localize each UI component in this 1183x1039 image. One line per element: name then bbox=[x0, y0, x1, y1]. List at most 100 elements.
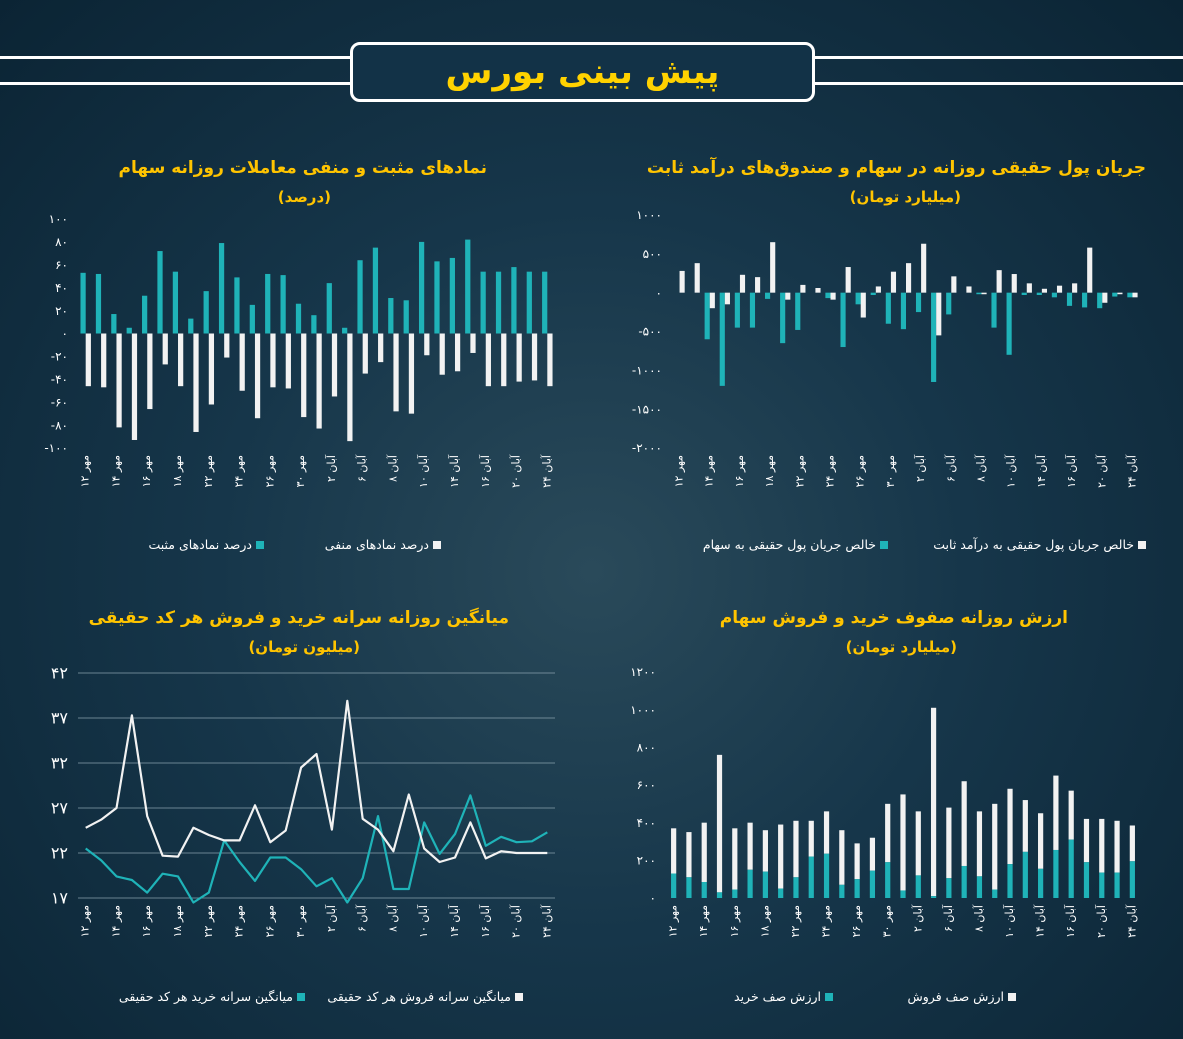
x-tick-label: ۲ آبان bbox=[913, 454, 927, 482]
y-tick-label: -۴۰ bbox=[51, 373, 68, 387]
bar-series-1 bbox=[388, 298, 394, 334]
chart-money-flow: ۱۰۰۰ ۵۰۰ ۰ -۵۰۰ -۱۰۰۰ -۱۵۰۰ -۲۰۰۰ ۱۲ مهر ۱۴ مهر ۱… bbox=[632, 208, 1139, 488]
x-tick-label: ۸ آبان bbox=[385, 904, 399, 932]
x-tick-label: ۲۰ آبان bbox=[1094, 454, 1108, 488]
bar-series-1 bbox=[142, 295, 148, 334]
x-tick-label: ۳۰ مهر bbox=[881, 905, 894, 937]
bar-buy bbox=[885, 862, 891, 898]
bar-series-2 bbox=[485, 333, 491, 387]
legend-item-per-capita-buy: میانگین سرانه خرید هر کد حقیقی bbox=[119, 989, 305, 1004]
bar-series-2 bbox=[921, 243, 927, 293]
bar-buy bbox=[762, 871, 768, 898]
bar-series-2 bbox=[1026, 283, 1032, 293]
legend-label: میانگین سرانه خرید هر کد حقیقی bbox=[118, 989, 293, 1004]
banner-line-right-lower bbox=[815, 82, 1183, 85]
bar-buy bbox=[686, 877, 692, 898]
bar-sell bbox=[1007, 788, 1013, 865]
bar-sell bbox=[762, 830, 768, 872]
bar-buy bbox=[793, 877, 799, 898]
bar-series-2 bbox=[347, 333, 353, 442]
x-tick-label: ۳۰ مهر bbox=[294, 905, 307, 937]
bar-series-1 bbox=[764, 292, 771, 299]
bar-series-1 bbox=[1066, 292, 1073, 306]
bar-series-1 bbox=[403, 300, 409, 334]
legend-item-money-flow-stocks: خالص جریان پول حقیقی به سهام bbox=[703, 537, 888, 552]
bar-sell bbox=[915, 811, 921, 876]
bar-buy bbox=[976, 876, 983, 898]
x-tick-label: ۱۰ آبان bbox=[416, 904, 430, 938]
x-tick-label: ۱۲ مهر bbox=[667, 905, 680, 937]
bar-series-1 bbox=[1021, 292, 1027, 295]
bar-sell bbox=[823, 811, 830, 854]
bar-series-1 bbox=[157, 251, 163, 334]
bar-series-1 bbox=[915, 292, 922, 313]
bar-sell bbox=[961, 781, 967, 866]
bar-buy bbox=[930, 896, 937, 898]
chart-title-money-flow: جریان پول حقیقی روزانه در سهام و صندوق‌ه… bbox=[646, 158, 1146, 178]
chart-subtitle-symbols: (درصد) bbox=[277, 188, 331, 206]
bar-series-1 bbox=[1112, 292, 1118, 297]
x-tick-label: ۱۶ مهر bbox=[140, 905, 153, 937]
bar-buy bbox=[854, 879, 860, 898]
bar-sell bbox=[1099, 818, 1105, 873]
legend-label: ارزش صف خرید bbox=[734, 989, 821, 1004]
y-tick-label: ۱۷ bbox=[51, 889, 69, 908]
bar-series-1 bbox=[1051, 292, 1057, 298]
x-tick-label: ۱۲ مهر bbox=[673, 455, 686, 487]
bar-sell bbox=[839, 830, 845, 885]
x-tick-label: ۲ آبان bbox=[910, 904, 924, 932]
x-tick-label: ۲۲ مهر bbox=[202, 905, 215, 937]
bar-buy bbox=[747, 869, 753, 898]
y-tick-label: ۴۰۰ bbox=[637, 816, 656, 830]
chart-subtitle-per-capita: (میلیون تومان) bbox=[248, 638, 360, 656]
x-tick-label: ۶ آبان bbox=[355, 904, 369, 932]
bar-series-1 bbox=[870, 292, 876, 295]
bar-series-1 bbox=[976, 292, 982, 295]
bar-series-1 bbox=[1097, 292, 1103, 309]
bar-series-2 bbox=[378, 333, 384, 363]
bar-series-1 bbox=[704, 292, 710, 340]
bar-series-2 bbox=[679, 270, 685, 293]
bar-series-2 bbox=[845, 267, 851, 293]
y-tick-label: ۸۰ bbox=[55, 235, 68, 249]
x-tick-label: ۲۰ آبان bbox=[1094, 904, 1108, 938]
x-tick-label: ۱۰ آبان bbox=[416, 454, 430, 488]
y-tick-label: ۳۲ bbox=[51, 754, 68, 773]
bar-series-1 bbox=[295, 303, 302, 334]
x-tick-label: ۱۴ آبان bbox=[1034, 454, 1048, 488]
x-tick-label: ۱۴ مهر bbox=[109, 455, 122, 487]
bar-series-2 bbox=[424, 333, 430, 356]
bar-sell bbox=[793, 820, 799, 878]
x-tick-label: ۲۶ مهر bbox=[854, 455, 867, 487]
bar-buy bbox=[946, 878, 952, 898]
x-tick-label: ۱۸ مهر bbox=[171, 455, 184, 487]
x-tick-label: ۱۴ آبان bbox=[447, 904, 461, 938]
bar-series-1 bbox=[900, 292, 906, 330]
bar-buy bbox=[716, 892, 723, 898]
x-tick-label: ۱۶ آبان bbox=[478, 904, 492, 938]
banner-line-right bbox=[815, 56, 1183, 59]
bar-series-1 bbox=[1082, 292, 1088, 308]
bar-sell bbox=[930, 707, 937, 897]
y-tick-label: -۱۰۰۰ bbox=[632, 364, 662, 378]
bar-series-1 bbox=[542, 271, 548, 334]
bar-series-2 bbox=[709, 292, 715, 309]
bar-series-2 bbox=[147, 333, 153, 410]
bar-series-2 bbox=[270, 333, 276, 388]
bar-series-2 bbox=[131, 333, 138, 440]
x-tick-label: ۲ آبان bbox=[324, 454, 338, 482]
bar-series-2 bbox=[1132, 292, 1138, 298]
line-sell-per-capita bbox=[85, 699, 548, 864]
y-tick-label: ۲۰ bbox=[55, 304, 68, 318]
x-tick-label: ۶ آبان bbox=[941, 904, 955, 932]
bar-series-2 bbox=[724, 292, 730, 305]
bar-series-2 bbox=[1102, 292, 1108, 303]
bar-buy bbox=[900, 890, 906, 898]
bar-series-1 bbox=[946, 292, 952, 315]
chart-per-capita: ۴۲ ۳۷ ۳۲ ۲۷ ۲۲ ۱۷ ۱۲ مهر ۱۴ مهر ۱۶ مهر ۱۸ مهر ۲۲ م… bbox=[51, 664, 555, 938]
legend-label: درصد نمادهای مثبت bbox=[148, 537, 252, 552]
x-tick-label: ۱۰ آبان bbox=[1004, 454, 1018, 488]
legend-label: خالص جریان پول حقیقی به سهام bbox=[702, 537, 876, 552]
bar-series-1 bbox=[526, 271, 532, 334]
x-tick-label: ۲۴ آبان bbox=[1124, 904, 1138, 938]
